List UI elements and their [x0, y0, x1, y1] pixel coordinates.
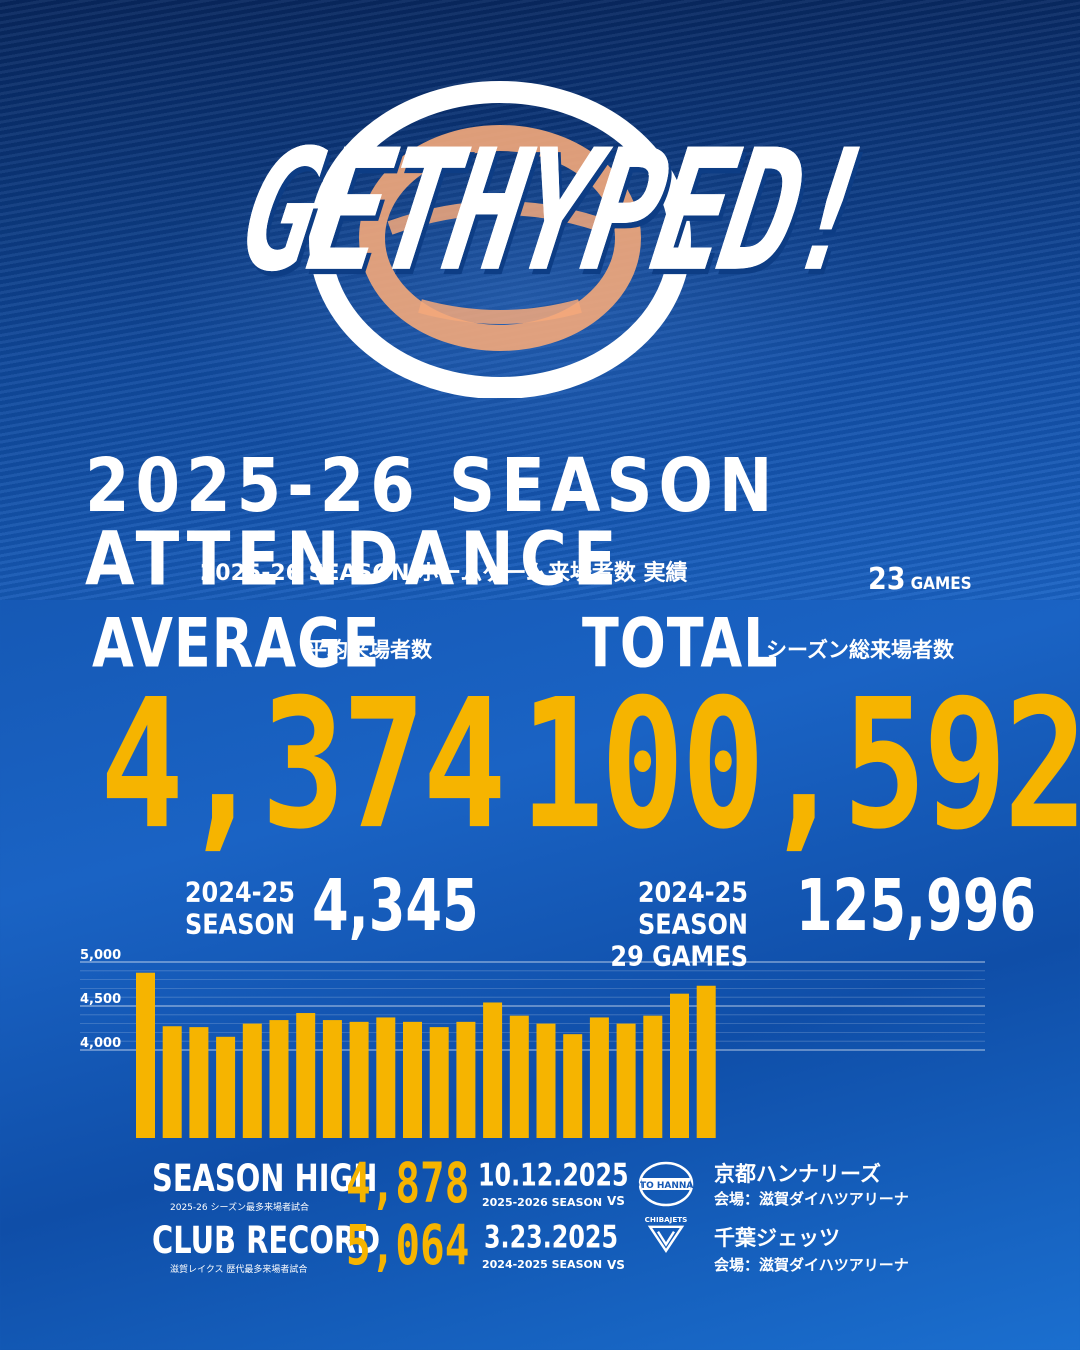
bar-game-6: [269, 1020, 289, 1138]
y-tick-label: 4,000: [80, 1036, 121, 1051]
club-record-opponent: 千葉ジェッツ: [714, 1226, 840, 1250]
season-high-season: 2025-2026 SEASON: [482, 1196, 603, 1209]
games-count-number: 23: [868, 562, 906, 597]
bar-game-20: [643, 1015, 663, 1138]
y-tick-label: 4,500: [80, 992, 121, 1007]
bar-game-21: [670, 993, 689, 1138]
club-record-note: 滋賀レイクス 歴代最多来場者試合: [170, 1265, 308, 1275]
average-prev-value: 4,345: [312, 863, 479, 948]
bar-game-4: [216, 1036, 236, 1138]
bar-game-3: [189, 1027, 209, 1138]
bar-game-17: [563, 1034, 583, 1138]
bar-game-8: [322, 1020, 342, 1138]
club-record-vs: VS: [607, 1258, 625, 1272]
bar-game-7: [296, 1013, 316, 1138]
attendance-bar-chart: 5,000 4,500 4,000: [80, 948, 985, 1138]
games-count: 23 GAMES: [868, 562, 972, 597]
total-prev-games: 29 GAMES: [610, 940, 748, 973]
chiba-jets-logo-text: CHIBAJETS: [645, 1215, 688, 1224]
season-high-date: 10.12.2025: [478, 1156, 629, 1193]
club-record-season: 2024-2025 SEASON: [482, 1258, 603, 1271]
bar-game-13: [456, 1021, 476, 1138]
season-high-note: 2025-26 シーズン最多来場者試合: [170, 1203, 310, 1213]
club-record-venue: 会場：滋賀ダイハツアリーナ: [714, 1256, 909, 1274]
bar-game-1: [136, 972, 155, 1138]
total-value: 100,592: [520, 661, 1080, 870]
total-label-jp: シーズン総来場者数: [766, 638, 954, 662]
page-title: 2025-26 SEASON ATTENDANCE: [85, 444, 779, 603]
club-record-label: CLUB RECORD: [152, 1218, 381, 1263]
bar-game-22: [696, 985, 716, 1138]
average-prev-label: 2024-25 SEASON: [184, 876, 295, 941]
total-prev-value: 125,996: [796, 863, 1037, 948]
total-prev-season: 2024-25 SEASON: [637, 876, 748, 941]
page-subtitle: 2025-26 SEASON ホームゲーム来場者数 実績: [200, 561, 688, 586]
kyoto-hannaryz-logo: KYOTO HANNARYZ: [638, 1161, 694, 1207]
total-prev-label: 2024-25 SEASON 29 GAMES: [560, 876, 748, 973]
average-value: 4,374: [100, 661, 507, 870]
bar-game-14: [483, 1002, 503, 1138]
bar-game-16: [536, 1023, 556, 1138]
chiba-jets-logo: CHIBAJETS: [645, 1215, 688, 1253]
hype-logo-text: GETHYPED!: [227, 114, 881, 310]
games-count-unit: GAMES: [910, 574, 972, 594]
bar-game-9: [349, 1021, 369, 1138]
bar-game-18: [589, 1017, 609, 1138]
total-label: TOTAL: [582, 603, 779, 683]
average-label: AVERAGE: [92, 603, 381, 683]
bar-game-5: [242, 1023, 262, 1138]
season-high-venue: 会場：滋賀ダイハツアリーナ: [714, 1190, 909, 1208]
kyoto-hannaryz-logo-text: KYOTO HANNARYZ: [638, 1181, 694, 1191]
hype-logo-ring: [309, 81, 691, 398]
y-tick-label: 5,000: [80, 948, 121, 963]
season-high-value: 4,878: [346, 1151, 470, 1216]
season-high-vs: VS: [607, 1194, 625, 1208]
bar-game-19: [616, 1023, 636, 1138]
bar-game-11: [403, 1021, 422, 1138]
average-label-jp: 平均来場者数: [306, 638, 432, 662]
club-record-value: 5,064: [346, 1213, 470, 1278]
bar-game-10: [376, 1017, 396, 1138]
club-record-date: 3.23.2025: [484, 1218, 619, 1255]
season-high-opponent: 京都ハンナリーズ: [714, 1162, 881, 1186]
bar-game-2: [162, 1026, 182, 1138]
bar-game-15: [509, 1015, 529, 1138]
bar-game-12: [429, 1027, 449, 1138]
season-high-label: SEASON HIGH: [152, 1156, 378, 1201]
